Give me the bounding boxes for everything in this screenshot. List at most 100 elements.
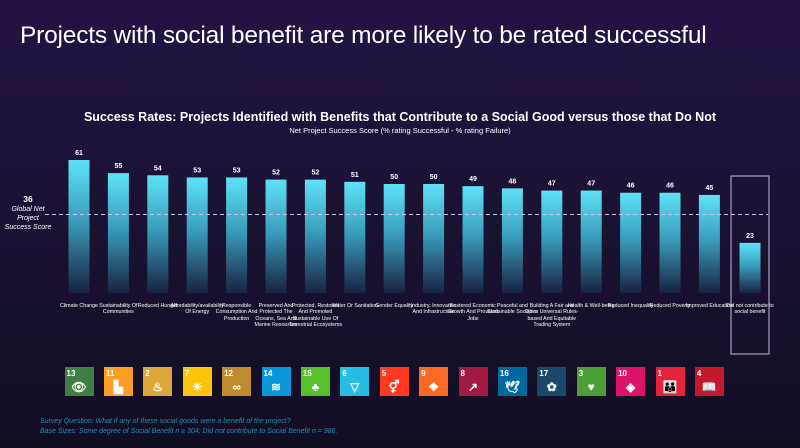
category-label: Responsible Consumption And Production [215, 303, 258, 322]
sdg-clean-water-icon: 6 ▽ [340, 367, 370, 396]
category-label: Health & Well-being [567, 303, 615, 309]
bar [698, 194, 720, 293]
sdg-glyph: 👪 [662, 380, 678, 394]
category-label: Fostered Economic Growth And Provided Jo… [447, 303, 499, 322]
data-label: 47 [587, 181, 595, 188]
sdg-number: 2 [145, 369, 150, 378]
highlight-box [730, 175, 770, 355]
sdg-glyph: 👁 [71, 380, 87, 394]
data-label: 46 [666, 183, 674, 190]
sdg-number: 14 [263, 369, 273, 378]
sdg-good-health-icon: 3 ♥ [576, 367, 606, 396]
sdg-affordable-clean-energy-icon: 7 ☀ [182, 367, 212, 396]
sdg-number: 7 [184, 369, 190, 378]
data-label: 51 [351, 172, 359, 179]
global-score-value: 36 [23, 194, 33, 204]
category-label: Reduced Poverty [649, 303, 691, 309]
sdg-number: 11 [105, 369, 115, 378]
sdg-number: 13 [66, 369, 76, 378]
category-label: Industry, Innovation And Infrastructure [410, 303, 457, 316]
sdg-glyph: ∞ [232, 380, 241, 394]
sdg-peace-justice-icon: 16 🕊 [497, 367, 527, 396]
bar [226, 177, 248, 293]
sdg-glyph: ≋ [270, 380, 282, 394]
bar [580, 190, 602, 293]
category-label: Climate Change [60, 303, 98, 309]
sdg-number: 10 [618, 369, 627, 378]
chart-title: Success Rates: Projects Identified with … [83, 110, 717, 124]
data-label: 49 [469, 176, 477, 183]
sdg-number: 3 [578, 369, 584, 378]
sdg-quality-education-icon: 4 📖 [694, 367, 724, 396]
bar [423, 184, 445, 293]
data-label: 61 [75, 150, 83, 157]
sdg-glyph: ▽ [350, 380, 360, 394]
sdg-glyph: 📖 [701, 380, 717, 394]
category-label: Protected, Restored And Promoted Sustain… [288, 303, 343, 329]
page-headline: Projects with social benefit are more li… [20, 22, 707, 49]
category-label: Gender Equality [375, 303, 414, 309]
sdg-glyph: ♨ [152, 380, 164, 394]
sdg-partnerships-icon: 17 ✿ [537, 367, 567, 396]
category-label: Affordability/availability Of Energy [170, 303, 224, 316]
data-label: 52 [272, 170, 280, 177]
bar [541, 190, 563, 293]
data-label: 23 [746, 233, 754, 240]
sdg-industry-innovation-icon: 9 ❖ [419, 367, 449, 396]
sdg-glyph: ▙ [113, 380, 123, 394]
sdg-number: 16 [499, 369, 509, 378]
bar [659, 192, 681, 293]
category-label: Reduced Hunger [137, 303, 178, 309]
bar [620, 192, 642, 293]
sdg-glyph: 🕊 [504, 380, 520, 394]
footnote: Survey Question: What if any of these so… [40, 417, 337, 437]
category-label: Improved Education [685, 303, 733, 309]
sdg-number: 17 [539, 369, 549, 378]
sdg-glyph: ❖ [428, 380, 439, 394]
sdg-number: 9 [421, 369, 426, 378]
sdg-number: 15 [302, 369, 312, 378]
sdg-no-poverty-icon: 1 👪 [655, 367, 685, 396]
category-label: Sustainability Of Communities [99, 303, 138, 316]
category-label: Peaceful and Sustainable Societies [487, 303, 538, 316]
sdg-glyph: ♣ [311, 380, 320, 394]
data-label: 47 [548, 181, 556, 188]
sdg-zero-hunger-icon: 2 ♨ [143, 367, 173, 396]
sdg-glyph: ◈ [625, 380, 636, 394]
sdg-number: 5 [381, 369, 387, 378]
global-score-label: 36 Global Net Project Success Score [4, 195, 52, 232]
bar [186, 177, 208, 293]
data-label: 46 [627, 183, 635, 190]
data-label: 50 [430, 174, 438, 181]
sdg-number: 6 [342, 369, 347, 378]
bar [68, 160, 90, 293]
category-label: Reduced Inequality [607, 303, 654, 309]
data-label: 54 [154, 165, 162, 172]
chart-subtitle: Net Project Success Score (% rating Succ… [289, 126, 511, 135]
category-label: Preserved And Protected The Oceans, Sea … [254, 303, 298, 329]
sdg-number: 8 [460, 369, 465, 378]
bar [501, 188, 523, 293]
bar [462, 186, 484, 293]
data-label: 48 [509, 178, 517, 185]
sdg-glyph: ↗ [467, 380, 479, 394]
category-label: Water Or Sanitation [331, 303, 378, 309]
sdg-life-on-land-icon: 15 ♣ [300, 367, 330, 396]
sdg-number: 1 [657, 369, 662, 378]
bar [739, 242, 761, 293]
bar [304, 179, 326, 293]
bar [107, 173, 129, 293]
data-label: 53 [233, 167, 241, 174]
global-score-text: Global Net Project Success Score [4, 206, 52, 231]
sdg-climate-action-icon: 13 👁 [64, 367, 94, 396]
sdg-glyph: ⚥ [388, 380, 400, 394]
base-sizes: Base Sizes: Some degree of Social Benefi… [40, 428, 338, 435]
sdg-gender-equality-icon: 5 ⚥ [379, 367, 409, 396]
bar [265, 179, 287, 293]
sdg-glyph: ✿ [546, 380, 557, 394]
sdg-glyph: ☀ [191, 380, 203, 394]
sdg-glyph: ♥ [587, 380, 595, 394]
data-label: 45 [706, 185, 714, 192]
data-label: 55 [115, 163, 123, 170]
